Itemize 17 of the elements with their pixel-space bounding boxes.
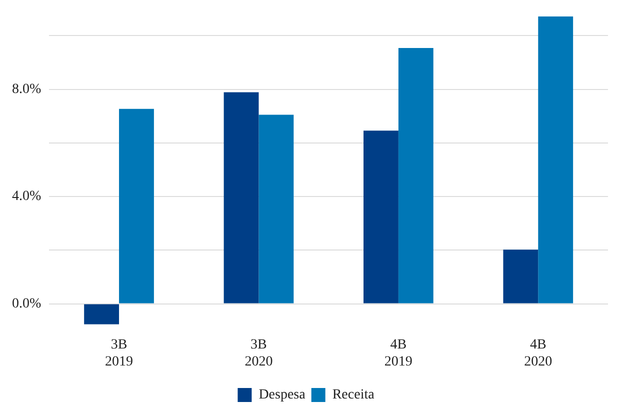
y-tick-label: 8.0%	[12, 82, 42, 97]
x-tick-label: 4B 2019	[384, 337, 412, 370]
bar	[398, 48, 434, 304]
x-tick-label: 3B 2020	[244, 337, 273, 370]
bar	[84, 304, 120, 324]
bar	[364, 130, 398, 304]
y-tick-label: 0.0%	[12, 296, 42, 312]
bar	[258, 114, 294, 304]
x-tick-label: 4B 2020	[524, 337, 552, 370]
y-tick-label: 4.0%	[12, 189, 42, 204]
bar	[538, 16, 574, 304]
bar	[503, 250, 538, 304]
bar	[119, 108, 154, 304]
bar	[224, 92, 259, 304]
legend-label: Receita	[332, 388, 376, 403]
legend-label: Despesa	[258, 388, 306, 403]
x-tick-label: 3B 2019	[105, 337, 134, 370]
